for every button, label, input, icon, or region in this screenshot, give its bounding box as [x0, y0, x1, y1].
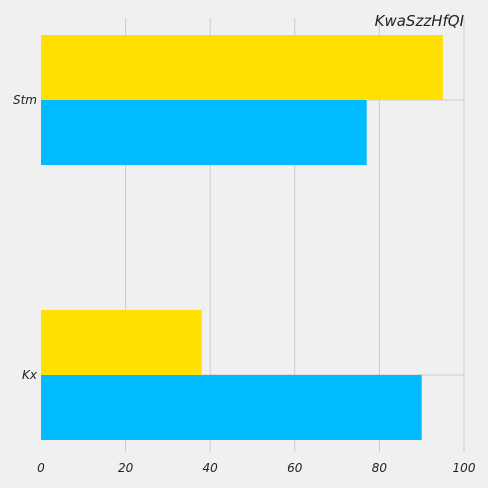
category-label: Stm [13, 93, 37, 107]
x-tick-label: 0 [37, 461, 45, 475]
x-tick-label: 40 [203, 461, 219, 475]
category-label: Kx [22, 368, 38, 382]
x-tick-label: 80 [372, 461, 388, 475]
x-tick-label: 20 [118, 461, 134, 475]
x-tick-label: 60 [287, 461, 303, 475]
bars [41, 35, 443, 440]
labels: Stm Kx 0 20 40 60 80 100 [13, 93, 476, 475]
bar-Stm-series-2 [41, 100, 367, 165]
bar-Kx-series-1 [41, 310, 202, 375]
bar-Stm-series-1 [41, 35, 443, 100]
x-tick-label: 100 [453, 461, 476, 475]
bar-Kx-series-2 [41, 375, 422, 440]
chart-title: KwaSzzHfQI [375, 12, 465, 30]
